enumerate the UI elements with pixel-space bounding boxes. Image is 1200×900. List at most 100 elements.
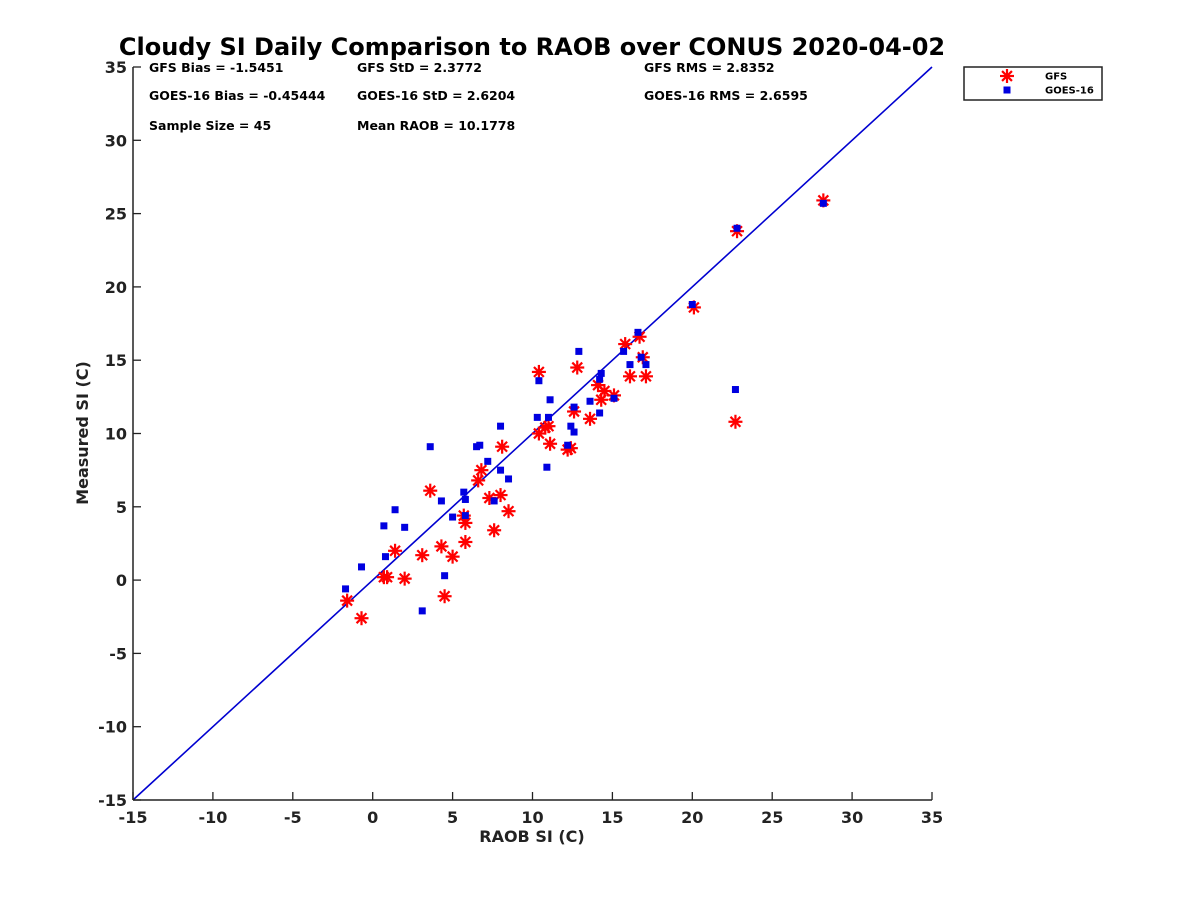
goes16-point	[733, 224, 741, 232]
y-axis-ticks: -15 -10 -5 0 5 10 15 20 25 30 35	[98, 58, 141, 810]
legend-box	[963, 66, 1103, 101]
stat-text: GOES-16 Bias = -0.45444	[149, 88, 326, 103]
goes16-point	[418, 607, 426, 615]
y-tick-label: 35	[105, 58, 127, 77]
goes16-point	[731, 386, 739, 394]
goes16-point	[637, 353, 645, 361]
goes16-point	[570, 428, 578, 436]
goes16-point	[497, 422, 505, 430]
gfs-point	[474, 463, 489, 478]
gfs-point	[423, 483, 438, 498]
gfs-point	[618, 337, 633, 352]
goes16-point	[533, 413, 541, 421]
x-tick-label: 20	[681, 808, 703, 827]
goes16-point	[544, 413, 552, 421]
x-tick-label: 5	[447, 808, 458, 827]
gfs-point	[388, 543, 403, 558]
goes16-point	[461, 495, 469, 503]
goes16-point	[342, 585, 350, 593]
gfs-point	[501, 504, 516, 519]
plot-area: GFS Bias = -1.5451 GFS StD = 2.3772 GFS RM…	[98, 58, 943, 827]
goes16-point	[535, 377, 543, 385]
goes16-point	[358, 563, 366, 571]
x-tick-label: 10	[521, 808, 543, 827]
gfs-point	[397, 571, 412, 586]
goes16-point	[596, 375, 604, 383]
gfs-point	[543, 436, 558, 451]
stat-text: GOES-16 RMS = 2.6595	[644, 88, 808, 103]
gfs-point	[531, 364, 546, 379]
goes16-point	[460, 488, 468, 496]
goes16-point	[597, 369, 605, 377]
goes16-point	[426, 443, 434, 451]
gfs-point	[487, 523, 502, 538]
y-tick-label: 30	[105, 131, 127, 150]
goes16-point	[626, 361, 634, 369]
x-axis-label: RAOB SI (C)	[479, 827, 584, 846]
gfs-point	[445, 549, 460, 564]
legend-gfs-marker	[1000, 69, 1014, 83]
y-tick-label: 15	[105, 351, 127, 370]
goes16-point	[490, 497, 498, 505]
goes16-point	[586, 397, 594, 405]
stat-text: Mean RAOB = 10.1778	[357, 118, 515, 133]
stat-text: GFS RMS = 2.8352	[644, 60, 775, 75]
stat-text: GOES-16 StD = 2.6204	[357, 88, 515, 103]
goes16-point	[380, 522, 388, 530]
goes16-point	[567, 422, 575, 430]
y-tick-label: 0	[116, 571, 127, 590]
x-axis-ticks: -15 -10 -5 0 5 10 15 20 25 30 35	[119, 792, 943, 827]
gfs-point	[570, 360, 585, 375]
legend-label: GFS	[1045, 72, 1067, 83]
goes16-point	[484, 457, 492, 465]
gfs-point	[340, 593, 355, 608]
gfs-point	[541, 419, 556, 434]
y-tick-label: -10	[98, 718, 127, 737]
x-tick-label: -15	[119, 808, 148, 827]
goes16-point	[391, 506, 399, 514]
gfs-point	[728, 414, 743, 429]
gfs-point	[437, 589, 452, 604]
y-tick-label: 5	[116, 498, 127, 517]
goes16-point	[437, 497, 445, 505]
x-tick-label: 30	[841, 808, 863, 827]
goes16-point	[505, 475, 513, 483]
gfs-point	[415, 548, 430, 563]
goes16-point	[819, 199, 827, 207]
goes16-point	[441, 572, 449, 580]
stat-text: Sample Size = 45	[149, 118, 271, 133]
goes16-point	[497, 466, 505, 474]
goes16-point	[546, 396, 554, 404]
stat-text: GFS Bias = -1.5451	[149, 60, 283, 75]
goes16-point	[642, 361, 650, 369]
goes16-point	[688, 300, 696, 308]
y-tick-label: 10	[105, 425, 127, 444]
y-tick-label: 25	[105, 205, 127, 224]
x-tick-label: 0	[367, 808, 378, 827]
data-points	[340, 193, 831, 626]
goes16-point	[570, 403, 578, 411]
gfs-point	[380, 570, 395, 585]
goes16-point	[575, 347, 583, 355]
goes16-point	[476, 441, 484, 449]
stats-panel: GFS Bias = -1.5451 GFS StD = 2.3772 GFS RM…	[149, 60, 808, 133]
gfs-point	[471, 473, 486, 488]
goes16-point	[634, 328, 642, 336]
y-tick-label: -5	[109, 644, 127, 663]
gfs-point	[495, 439, 510, 454]
goes16-point	[449, 513, 457, 521]
gfs-point	[482, 491, 497, 506]
y-tick-label: 20	[105, 278, 127, 297]
gfs-point	[583, 411, 598, 426]
legend-items: GFS GOES-16	[1000, 69, 1094, 97]
gfs-point	[434, 539, 449, 554]
stat-text: GFS StD = 2.3772	[357, 60, 482, 75]
gfs-point	[638, 369, 653, 384]
x-tick-label: 25	[761, 808, 783, 827]
x-tick-label: -5	[284, 808, 302, 827]
y-axis-label: Measured SI (C)	[73, 361, 92, 505]
x-tick-label: -10	[198, 808, 227, 827]
goes16-point	[543, 463, 551, 471]
gfs-point	[458, 534, 473, 549]
